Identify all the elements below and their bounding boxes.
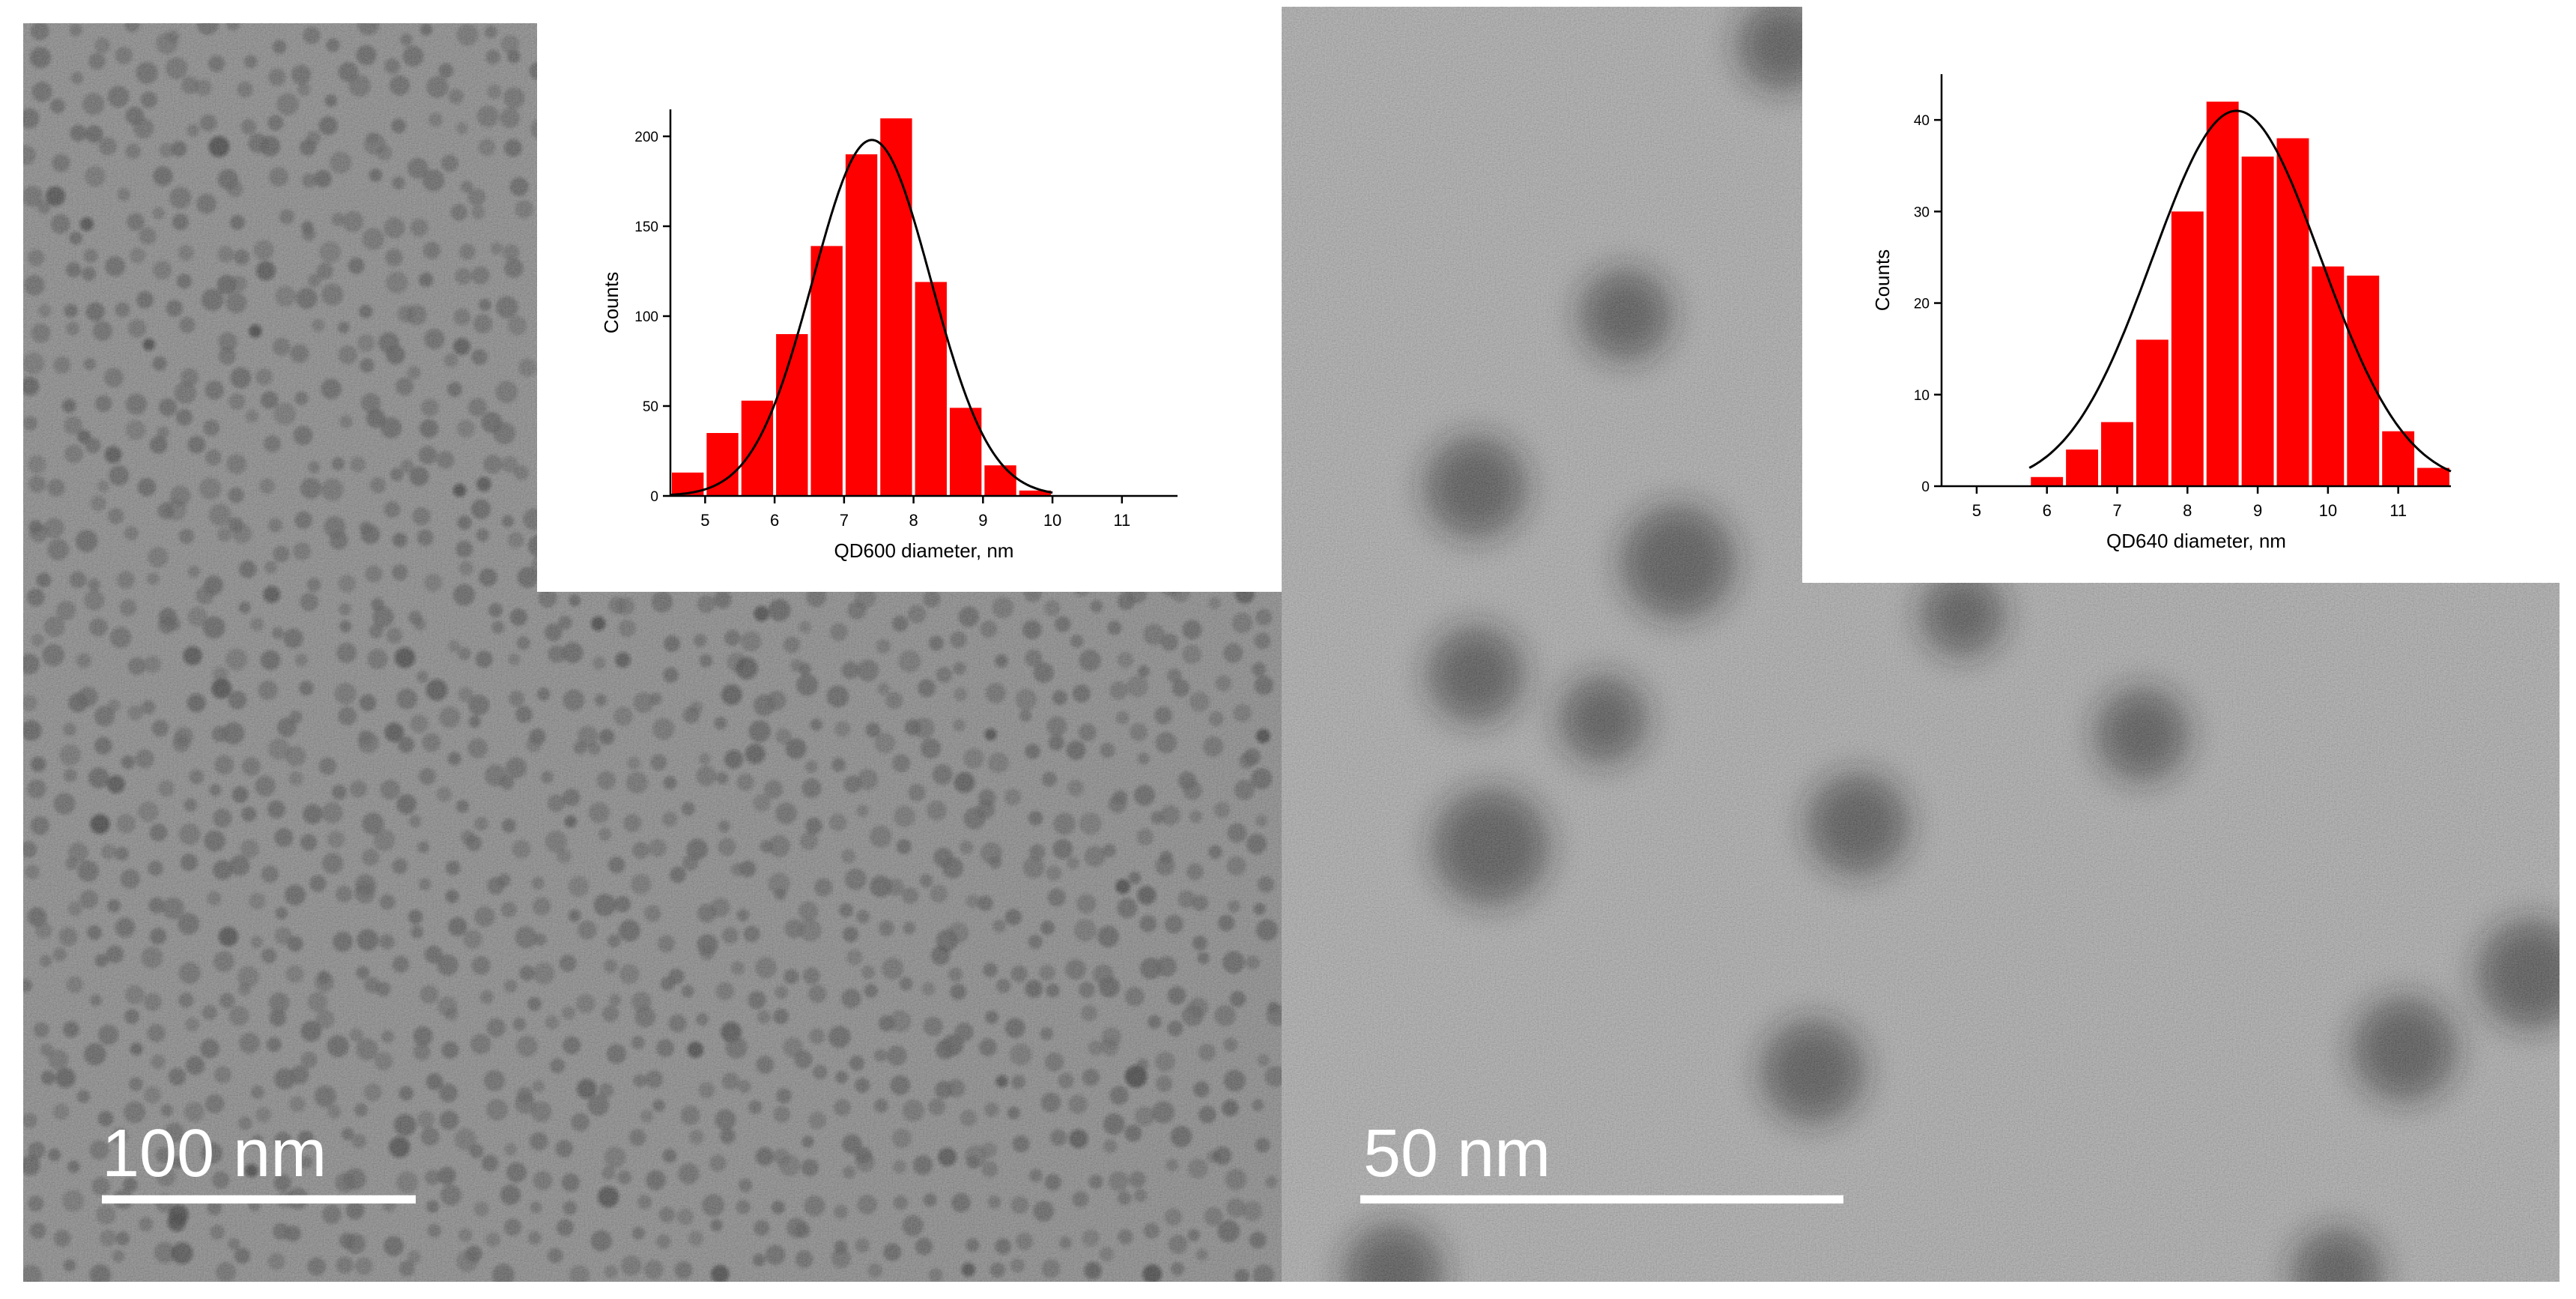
bar [2206,101,2239,486]
x-tick-label: 7 [840,511,849,530]
bar [2241,157,2274,486]
bar [2101,422,2133,486]
y-tick-label: 0 [650,489,658,505]
scale-bar-label: 100 nm [102,1116,327,1191]
x-tick-label: 10 [1043,511,1061,530]
x-tick-label: 8 [909,511,918,530]
x-tick-label: 5 [700,511,709,530]
bar [741,400,774,496]
y-tick-label: 20 [1914,297,1930,312]
x-tick-label: 6 [770,511,779,530]
bar [2417,467,2449,486]
y-tick-label: 200 [634,130,658,145]
bar [2031,476,2064,486]
x-tick-label: 5 [1972,501,1981,520]
x-tick-label: 11 [1113,511,1130,530]
y-tick-label: 10 [1914,388,1930,404]
bar [2066,449,2099,486]
bar [2347,275,2380,486]
y-tick-label: 150 [634,219,658,235]
x-tick-label: 11 [2389,501,2407,520]
bar [1019,490,1052,496]
bar [880,118,912,496]
bar [915,282,947,496]
fit-curve [670,139,1053,497]
bar [2171,211,2204,486]
x-tick-label: 6 [2043,501,2052,520]
bar [984,465,1016,496]
bar [845,154,878,496]
y-tick-label: 50 [643,399,658,415]
fit-curve [2028,109,2452,473]
bar [2276,138,2309,487]
bar [810,246,843,496]
scale-bar-label: 50 nm [1363,1116,1551,1191]
x-axis-title: QD640 diameter, nm [2106,530,2286,552]
y-tick-label: 40 [1914,113,1930,129]
bar [776,334,808,496]
y-tick-label: 100 [634,309,658,325]
y-axis-title: Counts [1871,249,1894,311]
y-tick-label: 0 [1921,479,1930,495]
bar [706,433,739,496]
bar [2312,266,2345,486]
x-tick-label: 8 [2183,501,2192,520]
x-axis-title: QD600 diameter, nm [834,539,1014,562]
y-tick-label: 30 [1914,205,1930,220]
bar [2136,339,2169,486]
x-tick-label: 9 [978,511,987,530]
y-axis-title: Counts [600,272,622,333]
x-tick-label: 10 [2319,501,2337,520]
x-tick-label: 7 [2112,501,2121,520]
x-tick-label: 9 [2253,501,2262,520]
